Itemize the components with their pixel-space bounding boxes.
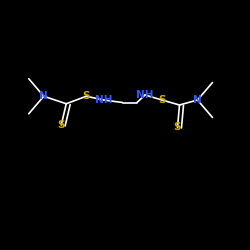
- Text: S: S: [82, 91, 90, 101]
- Text: N: N: [193, 95, 202, 105]
- Text: S: S: [158, 95, 166, 105]
- Text: NH: NH: [95, 95, 112, 105]
- Text: S: S: [174, 122, 181, 132]
- Text: N: N: [40, 91, 48, 101]
- Text: NH: NH: [136, 90, 154, 100]
- Text: S: S: [58, 120, 65, 130]
